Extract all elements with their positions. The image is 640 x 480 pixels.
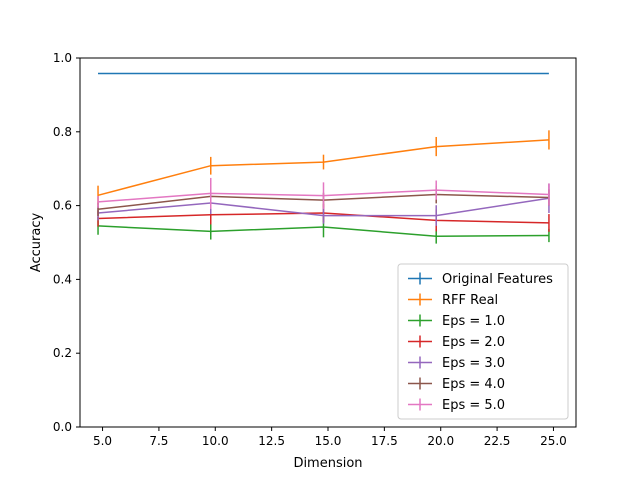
x-tick-label: 17.5: [371, 434, 398, 448]
legend-label: Eps = 5.0: [442, 398, 505, 413]
legend: Original Features RFF Real Eps = 1.0 Eps = …: [397, 263, 569, 420]
legend-label: Eps = 4.0: [442, 377, 505, 392]
legend-label: Eps = 1.0: [442, 314, 505, 329]
legend-item: Eps = 1.0: [408, 314, 505, 329]
x-tick-label: 25.0: [540, 434, 567, 448]
y-tick-label: 0.8: [53, 125, 72, 139]
legend-item: Eps = 3.0: [408, 356, 505, 371]
legend-label: Original Features: [442, 272, 553, 287]
y-tick-label: 1.0: [53, 51, 72, 65]
x-tick-label: 7.5: [149, 434, 168, 448]
axis-ticks: 5.0 7.5 10.0 12.5 15.0 17.5 20.0 22.5 25.0 0.0 0.2…: [53, 51, 567, 448]
x-tick-label: 5.0: [93, 434, 112, 448]
x-tick-label: 22.5: [484, 434, 511, 448]
series-6: [97, 177, 550, 209]
y-tick-label: 0.6: [53, 199, 72, 213]
legend-item: Eps = 5.0: [408, 398, 505, 413]
x-tick-label: 15.0: [315, 434, 342, 448]
plot-frame: [79, 57, 577, 428]
x-tick-label: 12.5: [258, 434, 285, 448]
legend-label: RFF Real: [442, 293, 498, 308]
legend-label: Eps = 2.0: [442, 335, 505, 350]
x-axis-label: Dimension: [293, 456, 362, 471]
legend-label: Eps = 3.0: [442, 356, 505, 371]
legend-item: RFF Real: [408, 293, 498, 308]
legend-item: Eps = 2.0: [408, 335, 505, 350]
legend-item: Eps = 4.0: [408, 377, 505, 392]
y-tick-label: 0.0: [53, 420, 72, 434]
x-tick-label: 20.0: [427, 434, 454, 448]
x-tick-label: 10.0: [202, 434, 229, 448]
y-tick-label: 0.2: [53, 346, 72, 360]
y-tick-label: 0.4: [53, 272, 72, 286]
legend-frame: [397, 263, 569, 420]
series-layer: [97, 72, 550, 244]
y-axis-label: Accuracy: [29, 213, 44, 273]
legend-item: Original Features: [408, 272, 553, 287]
